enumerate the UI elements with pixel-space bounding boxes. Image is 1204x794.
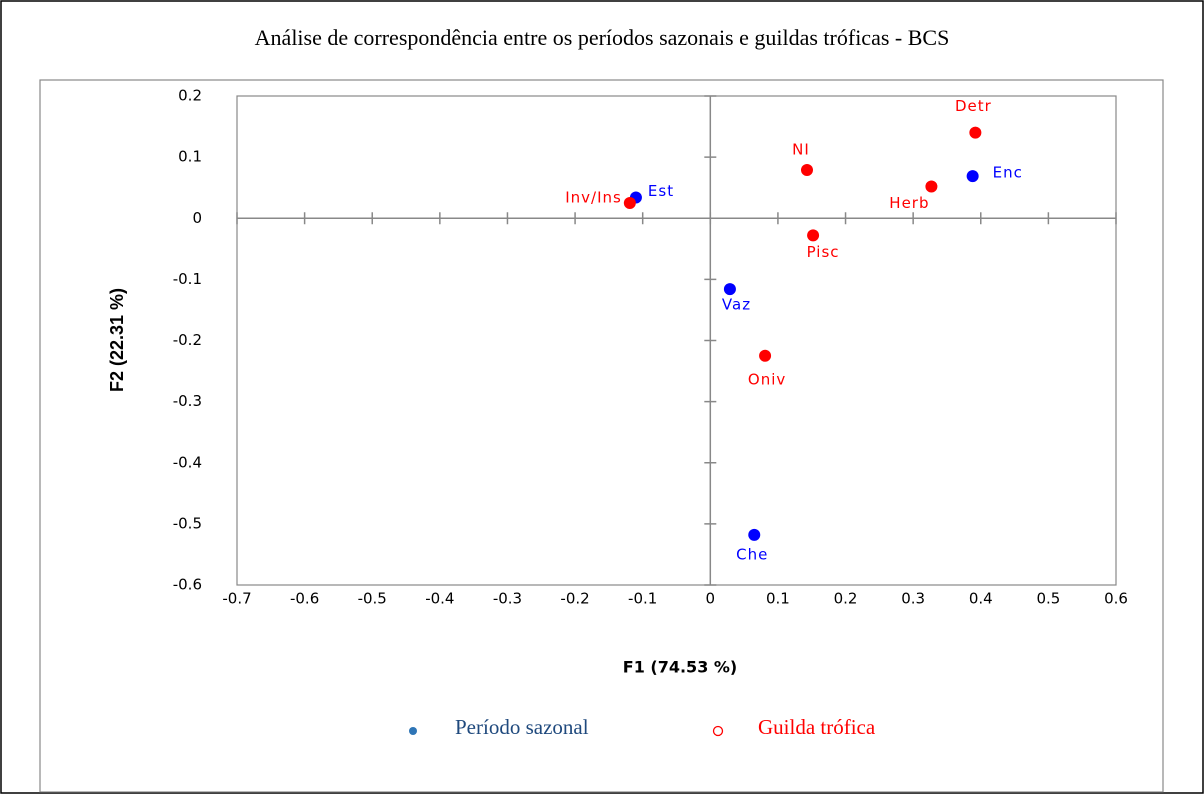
plot-frame <box>236 95 1117 586</box>
point-label: Inv/Ins <box>565 188 622 206</box>
chart-title: Análise de correspondência entre os perí… <box>255 25 950 50</box>
point <box>800 163 813 176</box>
x-tick-label: -0.4 <box>425 590 454 608</box>
point <box>748 528 761 541</box>
y-tick-label: -0.4 <box>173 453 202 471</box>
point <box>969 126 982 139</box>
x-tick-label: -0.3 <box>493 590 522 608</box>
legend-marker <box>712 725 724 737</box>
y-tick-label: 0 <box>192 209 202 227</box>
y-tick-label: -0.6 <box>173 576 202 594</box>
y-tick-label: -0.2 <box>173 331 202 349</box>
x-tick-label: 0.5 <box>1036 590 1060 608</box>
point <box>966 170 979 183</box>
x-tick-label: 0.2 <box>834 590 858 608</box>
x-axis-title: F1 (74.53 %) <box>623 658 737 677</box>
y-axis-title: F2 (22.31 %) <box>107 288 127 392</box>
x-tick-label: 0.3 <box>901 590 925 608</box>
x-tick-label: -0.7 <box>222 590 251 608</box>
x-tick-label: -0.1 <box>628 590 657 608</box>
point-label: Che <box>736 545 768 563</box>
point-label: Oniv <box>748 370 786 388</box>
y-tick-label: -0.1 <box>173 270 202 288</box>
x-tick-label: 0.4 <box>969 590 993 608</box>
point <box>623 196 636 209</box>
point <box>723 283 736 296</box>
point-label: Enc <box>993 164 1023 182</box>
y-tick-label: 0.2 <box>178 87 202 105</box>
y-tick-label: -0.5 <box>173 514 202 532</box>
point <box>759 349 772 362</box>
legend-label: Guilda trófica <box>758 715 876 739</box>
point <box>807 229 820 242</box>
x-tick-label: 0 <box>706 590 716 608</box>
point-label: Herb <box>889 194 929 212</box>
x-tick-label: -0.2 <box>560 590 589 608</box>
point-label: NI <box>792 140 810 158</box>
legend-label: Período sazonal <box>455 715 589 739</box>
x-tick-label: 0.1 <box>766 590 790 608</box>
x-tick-label: -0.5 <box>358 590 387 608</box>
legend-marker <box>409 727 417 735</box>
y-tick-label: -0.3 <box>173 392 202 410</box>
point-label: Vaz <box>722 296 751 314</box>
chart-frame <box>39 79 1164 793</box>
point-label: Pisc <box>807 243 840 261</box>
x-tick-label: 0.6 <box>1104 590 1128 608</box>
point <box>925 180 938 193</box>
y-tick-label: 0.1 <box>178 148 202 166</box>
x-tick-label: -0.6 <box>290 590 319 608</box>
point-label: Est <box>648 182 674 200</box>
point-label: Detr <box>955 97 992 115</box>
